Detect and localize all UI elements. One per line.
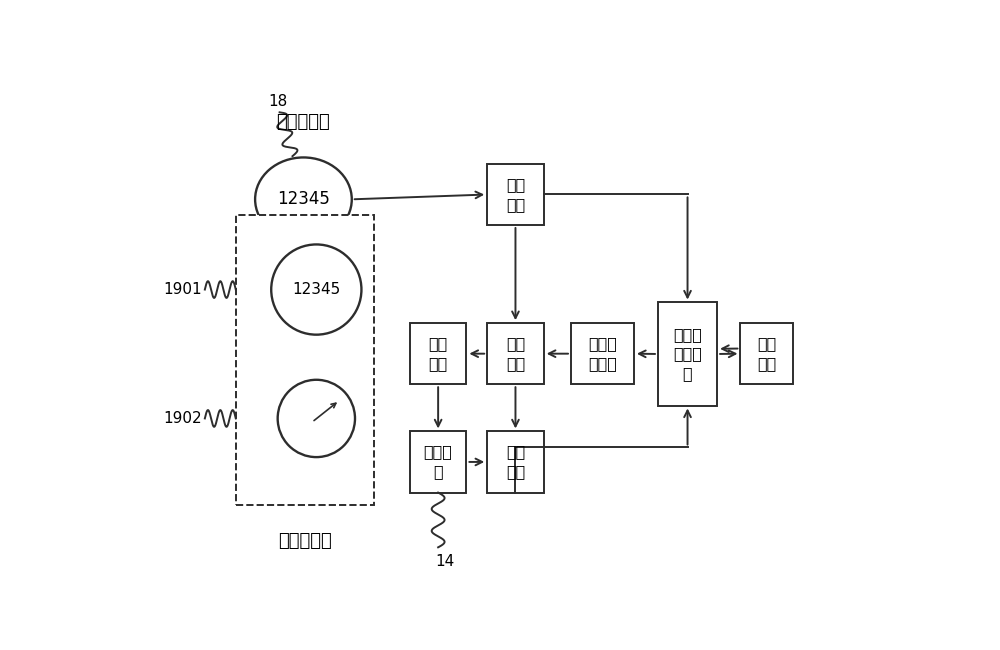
- Text: 标准压力表: 标准压力表: [277, 113, 330, 131]
- Text: 被检压力表: 被检压力表: [278, 532, 332, 550]
- Bar: [487, 164, 544, 225]
- Text: 控制
系统: 控制 系统: [506, 336, 525, 371]
- Circle shape: [278, 380, 355, 457]
- Bar: [410, 323, 466, 384]
- Text: 控制显
示一体
机: 控制显 示一体 机: [673, 327, 702, 382]
- Bar: [487, 323, 544, 384]
- Text: 1902: 1902: [164, 411, 202, 426]
- Text: 12345: 12345: [292, 282, 340, 297]
- Bar: [487, 432, 544, 493]
- Text: 仪表图
像识别: 仪表图 像识别: [588, 336, 617, 371]
- Text: 14: 14: [435, 554, 454, 569]
- Text: 串口
读取: 串口 读取: [506, 177, 525, 212]
- Ellipse shape: [255, 157, 352, 241]
- Bar: [740, 323, 793, 384]
- Text: 分析
结果: 分析 结果: [757, 336, 776, 371]
- Circle shape: [271, 244, 361, 335]
- Text: 图像
采集: 图像 采集: [506, 445, 525, 479]
- Text: 18: 18: [268, 94, 287, 109]
- Text: 12345: 12345: [277, 190, 330, 209]
- Text: 1901: 1901: [164, 282, 202, 297]
- Text: 轻敝
机构: 轻敝 机构: [429, 336, 448, 371]
- Bar: [571, 323, 634, 384]
- Text: 工业相
机: 工业相 机: [424, 445, 453, 479]
- Bar: [658, 302, 717, 406]
- Bar: [236, 215, 374, 506]
- Bar: [410, 432, 466, 493]
